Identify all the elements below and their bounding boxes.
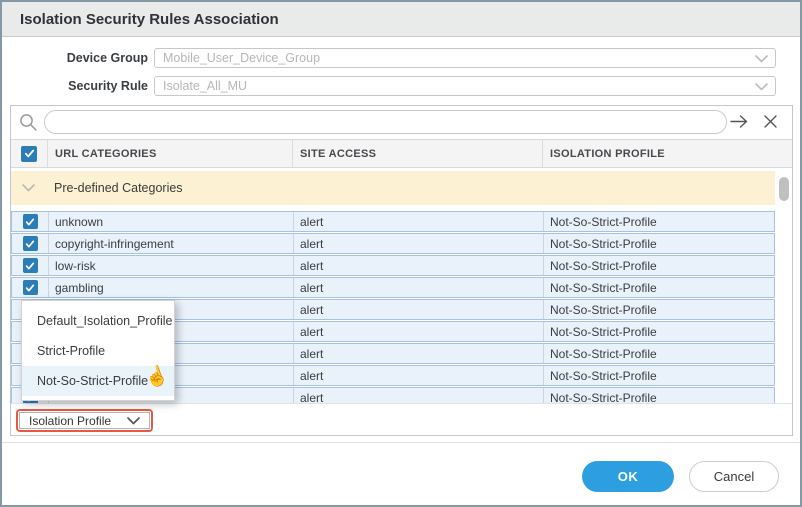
vertical-scrollbar bbox=[776, 168, 792, 403]
row-checkbox-cell bbox=[12, 234, 48, 253]
row-isolation-profile: Not-So-Strict-Profile bbox=[543, 256, 774, 275]
row-isolation-profile: Not-So-Strict-Profile bbox=[543, 388, 774, 403]
row-isolation-profile: Not-So-Strict-Profile bbox=[543, 300, 774, 319]
row-site-access: alert bbox=[293, 322, 543, 341]
device-group-select[interactable]: Mobile_User_Device_Group bbox=[154, 48, 776, 68]
categories-table-panel: URL CATEGORIES SITE ACCESS ISOLATION PRO… bbox=[10, 105, 793, 436]
dialog-titlebar: Isolation Security Rules Association bbox=[2, 2, 800, 37]
ok-button[interactable]: OK bbox=[582, 461, 674, 492]
table-rows: unknown alert Not-So-Strict-Profile copy… bbox=[11, 211, 792, 403]
row-isolation-profile: Not-So-Strict-Profile bbox=[543, 322, 774, 341]
chevron-down-icon bbox=[22, 184, 35, 192]
dropdown-menu-item[interactable]: Strict-Profile bbox=[37, 344, 106, 358]
security-rule-label: Security Rule bbox=[68, 79, 148, 93]
select-all-checkbox[interactable] bbox=[21, 145, 37, 162]
row-url-category: gambling bbox=[48, 278, 293, 297]
row-checkbox-cell bbox=[12, 212, 48, 231]
table-row[interactable]: alert Not-So-Strict-Profile bbox=[11, 321, 775, 342]
dialog-title: Isolation Security Rules Association bbox=[20, 10, 279, 28]
row-url-category: low-risk bbox=[48, 256, 293, 275]
table-row[interactable]: low-risk alert Not-So-Strict-Profile bbox=[11, 255, 775, 276]
row-site-access: alert bbox=[293, 234, 543, 253]
search-bar bbox=[11, 106, 792, 139]
dropdown-menu-item[interactable]: Not-So-Strict-Profile bbox=[22, 366, 174, 396]
row-checkbox-cell bbox=[12, 278, 48, 297]
search-icon bbox=[19, 113, 38, 132]
row-url-category: copyright-infringement bbox=[48, 234, 293, 253]
row-checkbox-cell bbox=[12, 256, 48, 275]
row-site-access: alert bbox=[293, 212, 543, 231]
search-submit-arrow-icon[interactable] bbox=[730, 114, 749, 129]
table-header-row: URL CATEGORIES SITE ACCESS ISOLATION PRO… bbox=[11, 139, 792, 168]
table-footer: Isolation Profile bbox=[11, 403, 792, 435]
column-header-isolation-profile[interactable]: ISOLATION PROFILE bbox=[542, 140, 792, 167]
row-site-access: alert bbox=[293, 256, 543, 275]
row-url-category: unknown bbox=[48, 212, 293, 231]
row-checkbox[interactable] bbox=[22, 280, 38, 295]
table-row[interactable]: gambling alert Not-So-Strict-Profile bbox=[11, 277, 775, 298]
device-group-field: Device Group Mobile_User_Device_Group bbox=[2, 48, 776, 68]
row-isolation-profile: Not-So-Strict-Profile bbox=[543, 234, 774, 253]
row-checkbox[interactable] bbox=[22, 258, 38, 273]
row-isolation-profile: Not-So-Strict-Profile bbox=[543, 344, 774, 363]
table-body: Pre-defined Categories unknown alert Not… bbox=[11, 168, 792, 403]
row-site-access: alert bbox=[293, 278, 543, 297]
annotation-highlight-box: Isolation Profile bbox=[16, 409, 154, 432]
isolation-profile-button-label: Isolation Profile bbox=[29, 413, 112, 428]
row-site-access: alert bbox=[293, 344, 543, 363]
search-input-pill bbox=[44, 110, 727, 134]
table-row[interactable]: alert Not-So-Strict-Profile bbox=[11, 387, 775, 403]
dropdown-menu-item[interactable]: Default_Isolation_Profile bbox=[37, 314, 173, 328]
search-input[interactable] bbox=[45, 111, 726, 133]
footer-divider bbox=[2, 442, 800, 443]
isolation-profile-dropdown-menu: Default_Isolation_Profile Strict-Profile… bbox=[21, 300, 175, 401]
group-row-predefined-categories[interactable]: Pre-defined Categories bbox=[11, 171, 775, 205]
table-row[interactable]: copyright-infringement alert Not-So-Stri… bbox=[11, 233, 775, 254]
group-label: Pre-defined Categories bbox=[54, 181, 183, 195]
chevron-down-icon bbox=[127, 416, 140, 425]
security-rule-value: Isolate_All_MU bbox=[163, 79, 248, 93]
chevron-down-icon bbox=[755, 83, 768, 91]
row-isolation-profile: Not-So-Strict-Profile bbox=[543, 278, 774, 297]
security-rule-field: Security Rule Isolate_All_MU bbox=[2, 76, 776, 96]
row-site-access: alert bbox=[293, 300, 543, 319]
row-checkbox[interactable] bbox=[22, 214, 38, 229]
table-row[interactable]: alert Not-So-Strict-Profile bbox=[11, 343, 775, 364]
device-group-value: Mobile_User_Device_Group bbox=[163, 51, 321, 65]
row-isolation-profile: Not-So-Strict-Profile bbox=[543, 212, 774, 231]
column-header-site-access[interactable]: SITE ACCESS bbox=[292, 140, 542, 167]
row-checkbox[interactable] bbox=[22, 236, 38, 251]
row-site-access: alert bbox=[293, 388, 543, 403]
security-rule-select[interactable]: Isolate_All_MU bbox=[154, 76, 776, 96]
cancel-button[interactable]: Cancel bbox=[689, 461, 779, 492]
column-header-url-categories[interactable]: URL CATEGORIES bbox=[47, 140, 292, 167]
row-site-access: alert bbox=[293, 366, 543, 385]
scrollbar-thumb[interactable] bbox=[779, 177, 789, 201]
chevron-down-icon bbox=[755, 55, 768, 63]
select-all-cell bbox=[11, 140, 47, 167]
device-group-label: Device Group bbox=[66, 51, 148, 65]
isolation-profile-dropdown-button[interactable]: Isolation Profile bbox=[19, 412, 151, 429]
search-clear-x-icon[interactable] bbox=[763, 114, 778, 129]
row-isolation-profile: Not-So-Strict-Profile bbox=[543, 366, 774, 385]
table-row[interactable]: unknown alert Not-So-Strict-Profile bbox=[11, 211, 775, 232]
